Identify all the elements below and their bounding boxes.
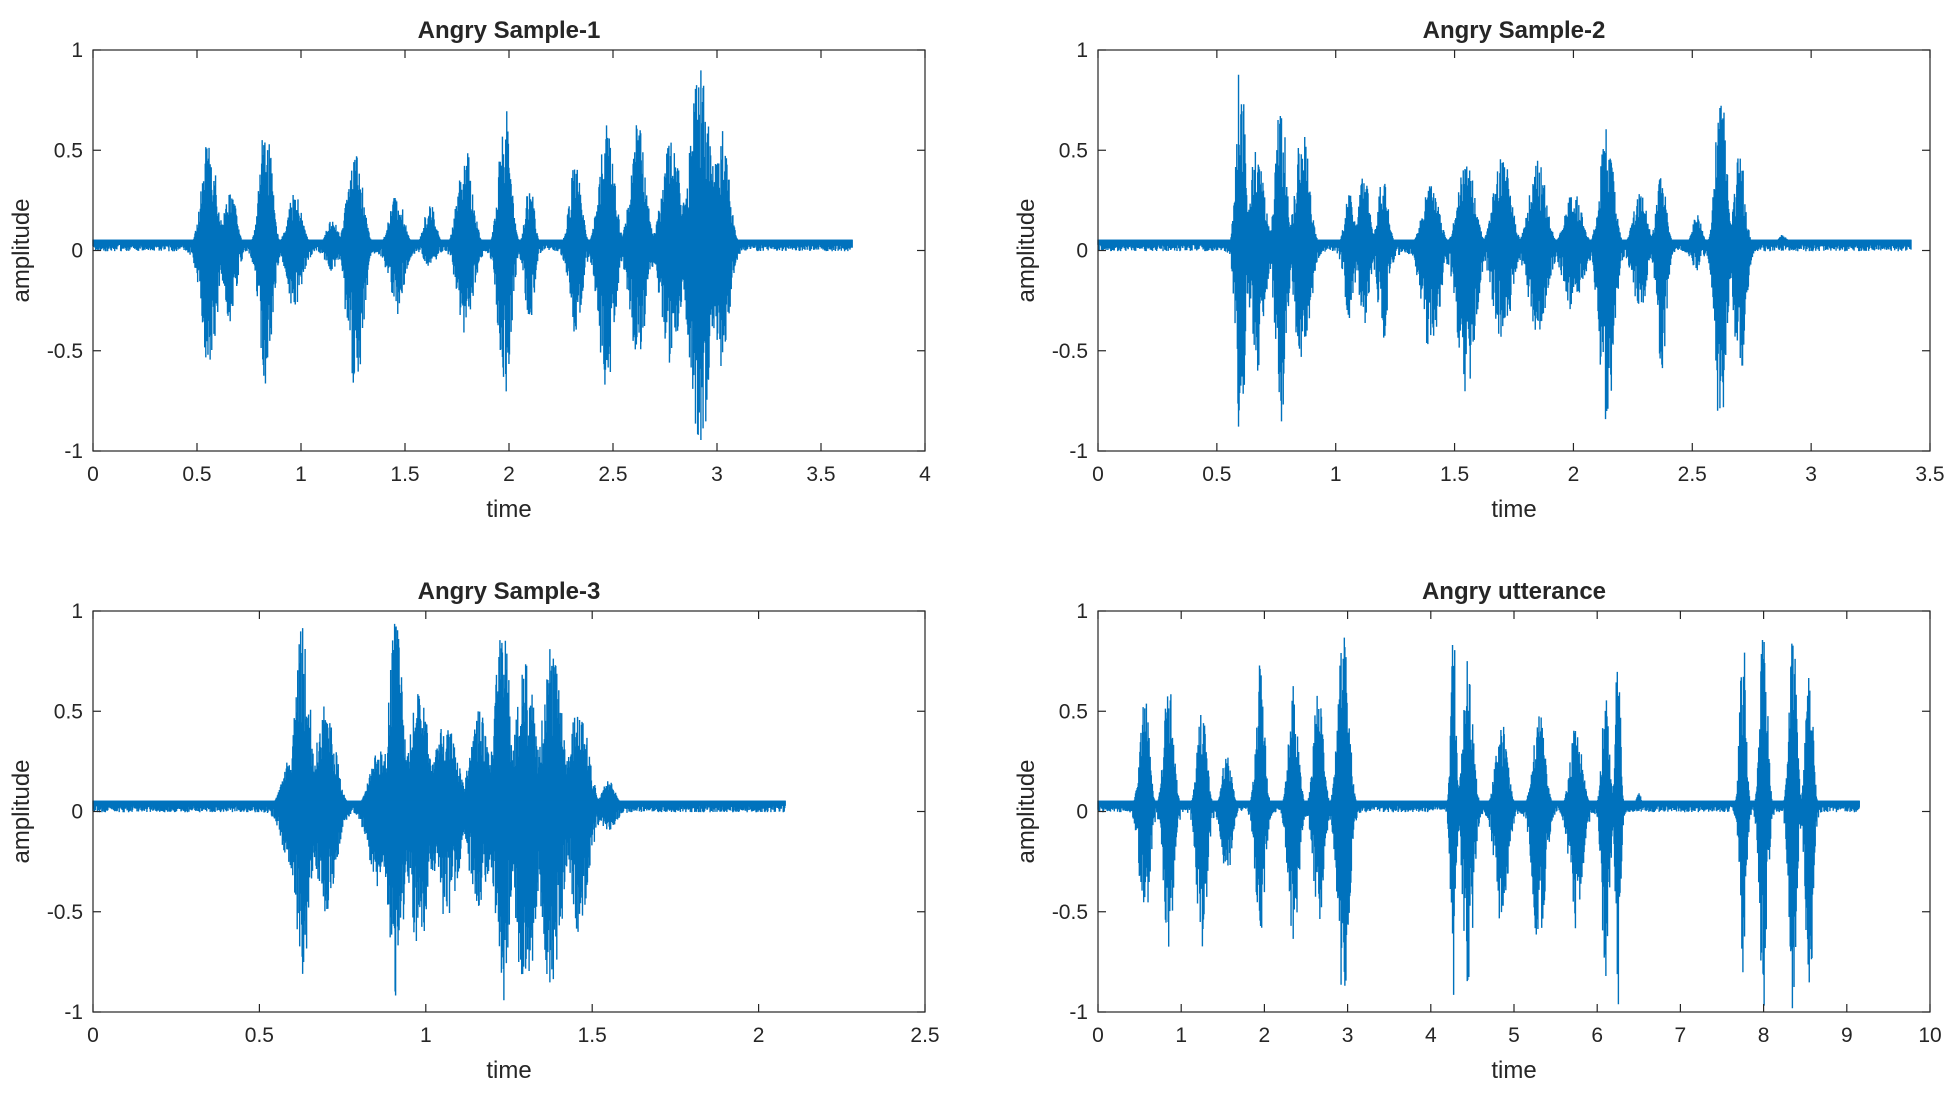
y-tick-label: 0 xyxy=(1076,801,1088,824)
y-tick-label: -0.5 xyxy=(1052,340,1088,363)
x-tick-label: 0 xyxy=(1092,463,1104,486)
y-axis-label: amplitude xyxy=(1013,759,1040,863)
x-tick-label: 10 xyxy=(1918,1024,1941,1047)
x-tick-label: 2.5 xyxy=(910,1024,939,1047)
y-tick-label: -0.5 xyxy=(47,340,83,363)
chart-panel-3: 0 0.5 1 1.5 2 2.5 -1 -0.5 0 0.5 1 Angry Sample-3 tim… xyxy=(8,578,940,1084)
x-tick-label: 2 xyxy=(1568,463,1580,486)
y-tick-label: 0.5 xyxy=(54,139,83,162)
x-tick-label: 6 xyxy=(1591,1024,1603,1047)
x-tick-label: 1 xyxy=(1330,463,1342,486)
chart-panel-4: 0 1 2 3 4 5 6 7 8 9 10 -1 -0.5 0 0.5 1 Angry utterance ti… xyxy=(1013,578,1942,1084)
x-tick-label: 3.5 xyxy=(1915,463,1944,486)
chart-title: Angry Sample-2 xyxy=(1423,17,1606,44)
y-tick-label: 0 xyxy=(71,240,83,263)
x-tick-label: 0 xyxy=(1092,1024,1104,1047)
x-tick-label: 3 xyxy=(1342,1024,1354,1047)
x-tick-label: 3 xyxy=(711,463,723,486)
chart-title: Angry utterance xyxy=(1422,578,1606,605)
x-tick-label: 1 xyxy=(1175,1024,1187,1047)
x-tick-label: 8 xyxy=(1758,1024,1770,1047)
x-tick-label: 1.5 xyxy=(1440,463,1469,486)
x-tick-label: 2 xyxy=(503,463,515,486)
x-tick-label: 3 xyxy=(1805,463,1817,486)
x-tick-label: 5 xyxy=(1508,1024,1520,1047)
y-tick-label: 0.5 xyxy=(1059,139,1088,162)
y-tick-label: 1 xyxy=(1076,39,1088,62)
x-tick-label: 9 xyxy=(1841,1024,1853,1047)
y-axis-label: amplitude xyxy=(8,759,35,863)
x-tick-label: 7 xyxy=(1675,1024,1687,1047)
x-axis-label: time xyxy=(1491,1057,1536,1084)
x-tick-label: 2 xyxy=(1259,1024,1271,1047)
x-tick-label: 2.5 xyxy=(598,463,627,486)
x-tick-label: 0.5 xyxy=(1202,463,1231,486)
x-tick-label: 0 xyxy=(87,1024,99,1047)
y-tick-label: 0.5 xyxy=(1059,700,1088,723)
x-tick-label: 2 xyxy=(753,1024,765,1047)
x-tick-label: 0.5 xyxy=(182,463,211,486)
x-axis-label: time xyxy=(486,496,531,523)
y-tick-label: 1 xyxy=(1076,600,1088,623)
y-tick-label: 1 xyxy=(71,600,83,623)
x-tick-label: 0.5 xyxy=(245,1024,274,1047)
chart-title: Angry Sample-1 xyxy=(418,17,601,44)
y-tick-label: -1 xyxy=(1069,440,1088,463)
y-tick-label: 0.5 xyxy=(54,700,83,723)
y-tick-label: -1 xyxy=(64,440,83,463)
y-tick-label: 0 xyxy=(1076,240,1088,263)
x-tick-label: 0 xyxy=(87,463,99,486)
chart-panel-1: 0 0.5 1 1.5 2 2.5 3 3.5 4 -1 -0.5 0 0.5 1 Angry Sample… xyxy=(8,17,931,523)
x-tick-label: 3.5 xyxy=(806,463,835,486)
y-axis-label: amplitude xyxy=(8,198,35,302)
x-tick-label: 4 xyxy=(1425,1024,1437,1047)
chart-panel-2: 0 0.5 1 1.5 2 2.5 3 3.5 -1 -0.5 0 0.5 1 Angry Sample-… xyxy=(1013,17,1945,523)
y-tick-label: 1 xyxy=(71,39,83,62)
y-tick-label: -0.5 xyxy=(1052,901,1088,924)
y-tick-label: -1 xyxy=(1069,1001,1088,1024)
x-tick-label: 2.5 xyxy=(1678,463,1707,486)
x-tick-label: 1.5 xyxy=(390,463,419,486)
y-tick-label: 0 xyxy=(71,801,83,824)
y-axis-label: amplitude xyxy=(1013,198,1040,302)
x-tick-label: 1 xyxy=(295,463,307,486)
x-axis-label: time xyxy=(1491,496,1536,523)
y-tick-label: -0.5 xyxy=(47,901,83,924)
x-tick-label: 1 xyxy=(420,1024,432,1047)
y-tick-label: -1 xyxy=(64,1001,83,1024)
x-axis-label: time xyxy=(486,1057,531,1084)
chart-title: Angry Sample-3 xyxy=(418,578,601,605)
x-tick-label: 1.5 xyxy=(578,1024,607,1047)
x-tick-label: 4 xyxy=(919,463,931,486)
